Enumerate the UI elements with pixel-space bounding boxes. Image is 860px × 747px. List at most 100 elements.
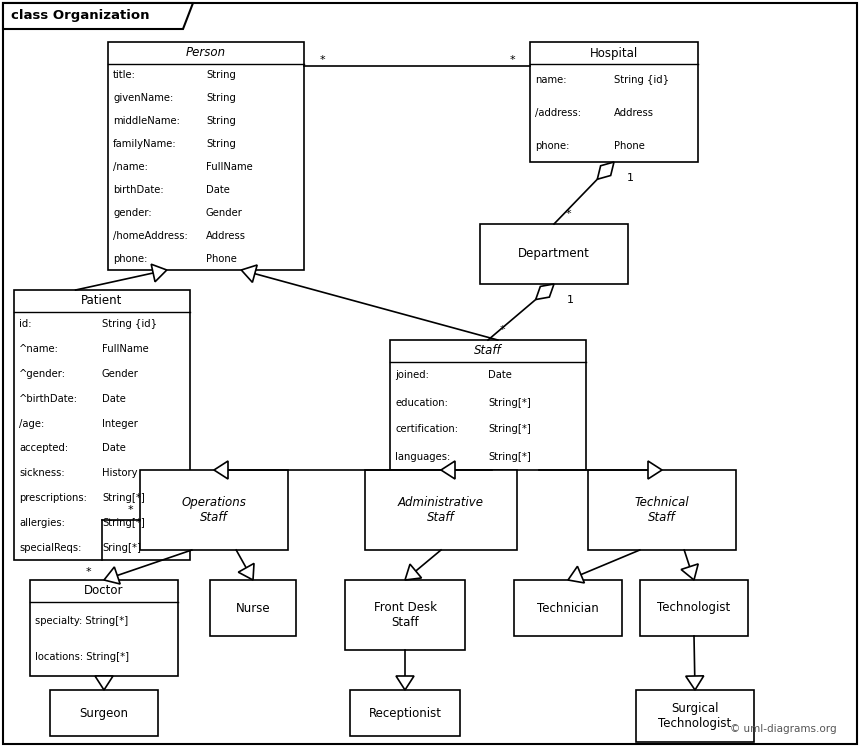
Bar: [210, 580, 296, 636]
Text: Phone: Phone: [614, 140, 645, 151]
Text: String[*]: String[*]: [488, 397, 531, 408]
Text: prescriptions:: prescriptions:: [19, 493, 87, 503]
Text: *: *: [85, 567, 91, 577]
Text: Technical
Staff: Technical Staff: [635, 496, 690, 524]
Text: gender:: gender:: [113, 208, 151, 218]
Text: Receptionist: Receptionist: [368, 707, 441, 719]
Text: String: String: [206, 93, 236, 103]
Text: String {id}: String {id}: [614, 75, 669, 85]
Text: *: *: [509, 55, 515, 65]
Text: Department: Department: [518, 247, 590, 261]
Text: ^name:: ^name:: [19, 344, 58, 354]
Bar: [530, 42, 698, 162]
Polygon shape: [536, 284, 554, 300]
Text: name:: name:: [535, 75, 567, 85]
Text: /address:: /address:: [535, 108, 581, 118]
Text: String {id}: String {id}: [102, 320, 157, 329]
Text: Front Desk
Staff: Front Desk Staff: [373, 601, 437, 629]
Bar: [350, 690, 460, 736]
Text: FullName: FullName: [102, 344, 149, 354]
Text: *: *: [499, 325, 505, 335]
Bar: [588, 470, 736, 550]
Polygon shape: [95, 676, 113, 690]
Bar: [390, 340, 586, 470]
Text: title:: title:: [113, 70, 136, 81]
Bar: [365, 470, 517, 550]
Text: String[*]: String[*]: [102, 518, 144, 528]
Bar: [514, 580, 622, 636]
Text: id:: id:: [19, 320, 32, 329]
Text: Nurse: Nurse: [236, 601, 270, 615]
Text: Date: Date: [206, 185, 230, 195]
Text: class Organization: class Organization: [11, 10, 150, 22]
Text: Gender: Gender: [206, 208, 243, 218]
Bar: [636, 690, 754, 742]
Polygon shape: [405, 564, 421, 580]
Text: Staff: Staff: [474, 344, 502, 358]
Text: sickness:: sickness:: [19, 468, 64, 478]
Text: Technologist: Technologist: [657, 601, 731, 615]
Text: String[*]: String[*]: [488, 424, 531, 435]
Polygon shape: [441, 461, 455, 479]
Text: education:: education:: [395, 397, 448, 408]
Text: String[*]: String[*]: [102, 493, 144, 503]
Polygon shape: [598, 162, 614, 179]
Bar: [140, 470, 288, 550]
Bar: [14, 290, 190, 560]
Text: String: String: [206, 70, 236, 81]
Bar: [480, 224, 628, 284]
Text: Person: Person: [186, 46, 226, 60]
Text: allergies:: allergies:: [19, 518, 64, 528]
Text: String: String: [206, 139, 236, 149]
Bar: [108, 42, 304, 270]
Text: *: *: [565, 209, 571, 219]
Text: middleName:: middleName:: [113, 117, 180, 126]
Text: Integer: Integer: [102, 418, 138, 429]
Text: /age:: /age:: [19, 418, 44, 429]
Polygon shape: [238, 563, 254, 580]
Text: Surgeon: Surgeon: [79, 707, 128, 719]
Text: locations: String[*]: locations: String[*]: [35, 652, 129, 663]
Text: Gender: Gender: [102, 369, 138, 379]
Polygon shape: [396, 676, 414, 690]
Text: birthDate:: birthDate:: [113, 185, 163, 195]
Text: Date: Date: [102, 444, 126, 453]
Text: Date: Date: [488, 371, 512, 380]
Text: accepted:: accepted:: [19, 444, 68, 453]
Polygon shape: [685, 676, 703, 690]
Text: /name:: /name:: [113, 162, 148, 172]
Text: ^gender:: ^gender:: [19, 369, 66, 379]
Text: givenName:: givenName:: [113, 93, 173, 103]
Text: Sring[*]: Sring[*]: [102, 542, 141, 553]
Polygon shape: [681, 564, 698, 580]
Text: Administrative
Staff: Administrative Staff: [398, 496, 484, 524]
Text: *: *: [127, 505, 132, 515]
Text: String[*]: String[*]: [488, 451, 531, 462]
Polygon shape: [214, 461, 228, 479]
Text: Phone: Phone: [206, 253, 237, 264]
Text: History: History: [102, 468, 138, 478]
Text: languages:: languages:: [395, 451, 451, 462]
Text: certification:: certification:: [395, 424, 458, 435]
Text: Address: Address: [206, 231, 246, 241]
Text: Doctor: Doctor: [84, 584, 124, 598]
Bar: [50, 690, 158, 736]
Text: Hospital: Hospital: [590, 46, 638, 60]
Text: String: String: [206, 117, 236, 126]
Text: phone:: phone:: [113, 253, 147, 264]
Text: phone:: phone:: [535, 140, 569, 151]
Polygon shape: [648, 461, 662, 479]
Polygon shape: [3, 3, 193, 29]
Bar: [345, 580, 465, 650]
Text: *: *: [319, 55, 325, 65]
Text: Date: Date: [102, 394, 126, 404]
Text: © uml-diagrams.org: © uml-diagrams.org: [730, 724, 837, 734]
Text: 1: 1: [626, 173, 634, 183]
Text: specialReqs:: specialReqs:: [19, 542, 82, 553]
Text: Address: Address: [614, 108, 654, 118]
Text: FullName: FullName: [206, 162, 253, 172]
Text: Patient: Patient: [82, 294, 123, 308]
Text: /homeAddress:: /homeAddress:: [113, 231, 187, 241]
Text: familyName:: familyName:: [113, 139, 176, 149]
Text: Technician: Technician: [538, 601, 599, 615]
